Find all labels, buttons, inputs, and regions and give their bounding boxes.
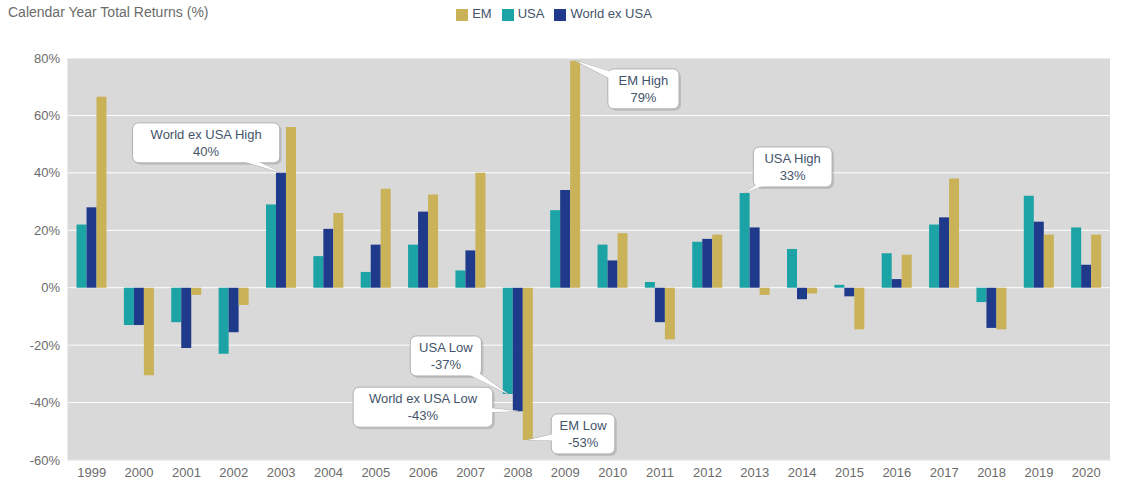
svg-text:World ex USA Low: World ex USA Low bbox=[369, 391, 478, 406]
svg-text:EM Low: EM Low bbox=[560, 418, 608, 433]
svg-text:World ex USA High: World ex USA High bbox=[151, 127, 262, 142]
html-text:World ex USA: World ex USA bbox=[570, 6, 652, 21]
svg-text:2013: 2013 bbox=[740, 465, 769, 480]
svg-text:79%: 79% bbox=[630, 90, 656, 105]
svg-text:-60%: -60% bbox=[30, 453, 61, 468]
html-text:USA: USA bbox=[517, 6, 545, 21]
svg-text:2009: 2009 bbox=[551, 465, 580, 480]
svg-text:20%: 20% bbox=[34, 223, 60, 238]
svg-text:2005: 2005 bbox=[361, 465, 390, 480]
svg-text:2016: 2016 bbox=[882, 465, 911, 480]
svg-text:80%: 80% bbox=[34, 51, 60, 66]
svg-text:USA High: USA High bbox=[764, 151, 820, 166]
svg-text:2011: 2011 bbox=[646, 465, 674, 480]
svg-text:-43%: -43% bbox=[408, 408, 439, 423]
svg-text:2014: 2014 bbox=[788, 465, 817, 480]
svg-text:2010: 2010 bbox=[598, 465, 627, 480]
svg-text:0%: 0% bbox=[41, 280, 60, 295]
svg-text:33%: 33% bbox=[780, 168, 806, 183]
svg-text:-20%: -20% bbox=[30, 338, 61, 353]
svg-text:2002: 2002 bbox=[219, 465, 248, 480]
svg-text:2007: 2007 bbox=[456, 465, 485, 480]
svg-text:2020: 2020 bbox=[1072, 465, 1101, 480]
svg-text:2017: 2017 bbox=[930, 465, 959, 480]
svg-text:2003: 2003 bbox=[267, 465, 296, 480]
svg-text:1999: 1999 bbox=[77, 465, 106, 480]
html-text:EM: EM bbox=[472, 6, 492, 21]
svg-text:USA Low: USA Low bbox=[419, 340, 473, 355]
svg-text:2018: 2018 bbox=[977, 465, 1006, 480]
svg-text:-37%: -37% bbox=[431, 357, 462, 372]
svg-text:EM High: EM High bbox=[618, 73, 668, 88]
svg-text:2006: 2006 bbox=[409, 465, 438, 480]
svg-text:2008: 2008 bbox=[503, 465, 532, 480]
svg-text:-53%: -53% bbox=[568, 435, 599, 450]
svg-text:40%: 40% bbox=[34, 165, 60, 180]
html-text:Calendar Year Total Returns (%: Calendar Year Total Returns (%) bbox=[8, 4, 209, 20]
svg-text:60%: 60% bbox=[34, 108, 60, 123]
svg-text:2004: 2004 bbox=[314, 465, 343, 480]
svg-text:2012: 2012 bbox=[693, 465, 722, 480]
svg-text:2019: 2019 bbox=[1024, 465, 1053, 480]
svg-text:2001: 2001 bbox=[172, 465, 201, 480]
svg-text:-40%: -40% bbox=[30, 395, 61, 410]
svg-text:2000: 2000 bbox=[125, 465, 154, 480]
svg-text:2015: 2015 bbox=[835, 465, 864, 480]
svg-text:40%: 40% bbox=[193, 144, 219, 159]
